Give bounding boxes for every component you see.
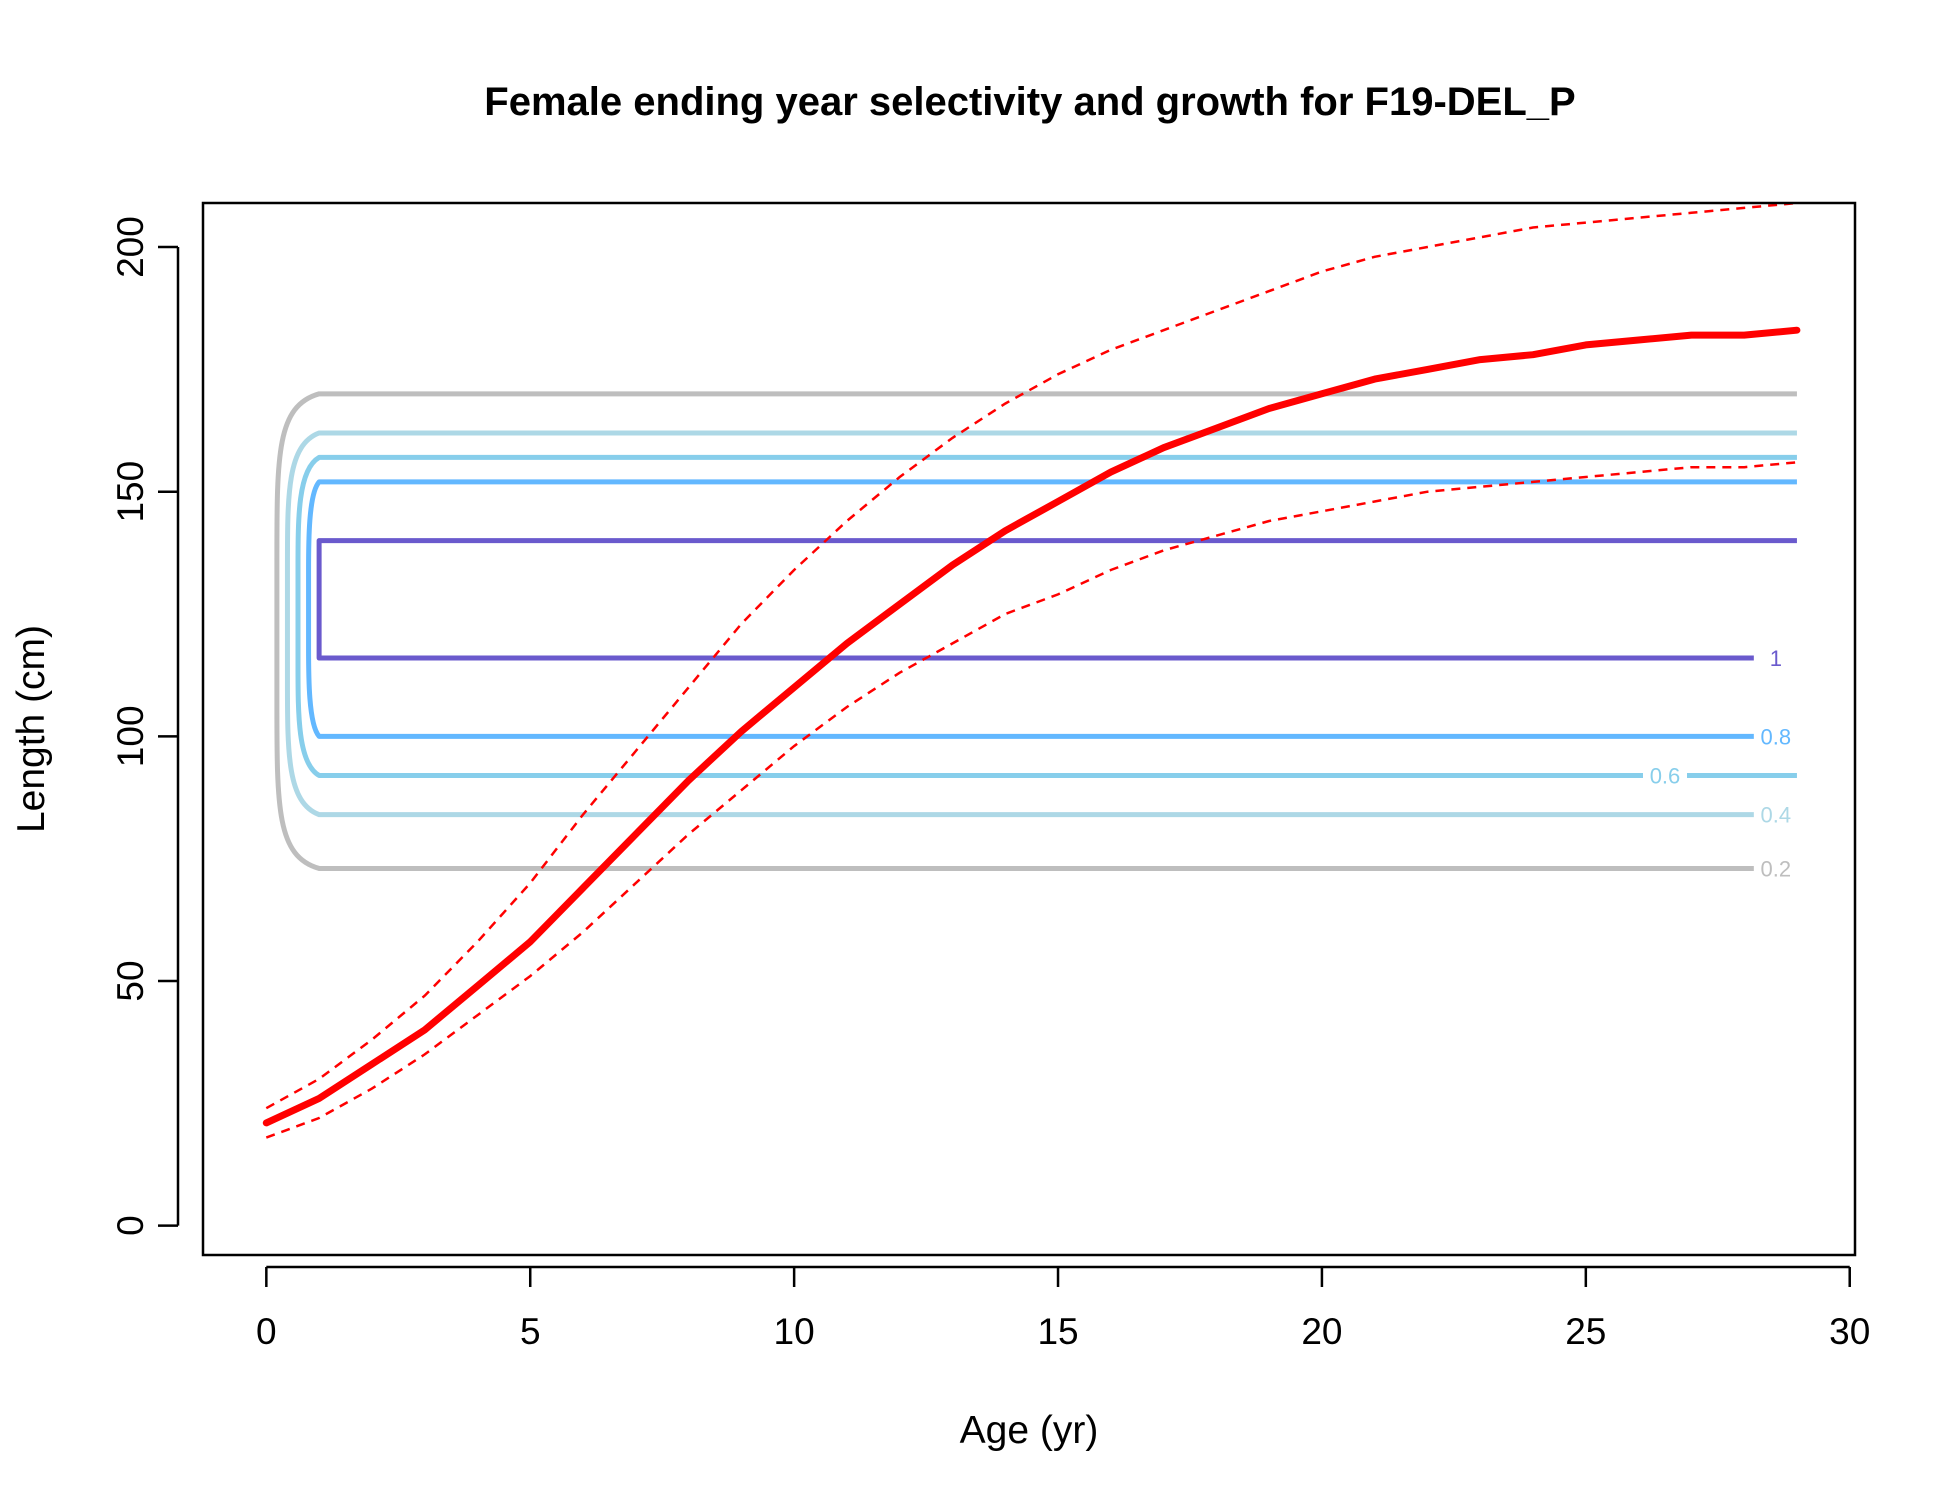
contour-label-bg xyxy=(1753,644,1798,673)
x-tick-label: 30 xyxy=(1829,1311,1870,1352)
y-tick-label: 50 xyxy=(110,960,151,1001)
x-axis-label: Age (yr) xyxy=(960,1409,1099,1452)
chart-title: Female ending year selectivity and growt… xyxy=(484,80,1575,124)
growth-mean-line xyxy=(262,326,1801,1127)
y-axis-label: Length (cm) xyxy=(10,625,53,833)
contour-label-0-6: 0.6 xyxy=(1650,763,1681,788)
y-axis: 0 50 100 150 200 xyxy=(110,216,180,1236)
x-axis: 0 5 10 15 20 25 30 xyxy=(256,1265,1870,1352)
x-tick-label: 10 xyxy=(774,1311,815,1352)
contour-line-0-6 xyxy=(295,454,1797,778)
growth-lower-ci-line xyxy=(265,461,1798,1139)
y-tick-label: 100 xyxy=(110,705,151,767)
x-tick-label: 0 xyxy=(256,1311,277,1352)
plot-area: 0.2 0.4 0.6 0.8 1 xyxy=(262,203,1801,1139)
contour-label-bg xyxy=(1642,761,1687,790)
contour-label-bg xyxy=(1753,722,1798,751)
contour-label-bg xyxy=(1753,800,1798,829)
contour-label-0-4: 0.4 xyxy=(1761,803,1792,828)
contour-label-0-8: 0.8 xyxy=(1761,724,1792,749)
y-tick-label: 150 xyxy=(110,461,151,523)
plot-frame xyxy=(201,201,1857,1257)
contour-line-0-2 xyxy=(274,391,1797,871)
contour-label-1: 1 xyxy=(1770,646,1782,671)
contour-line-0-4 xyxy=(284,430,1797,818)
contour-line-1 xyxy=(316,538,1797,661)
x-tick-label: 15 xyxy=(1037,1311,1078,1352)
x-tick-label: 5 xyxy=(520,1311,541,1352)
y-tick-label: 200 xyxy=(110,216,151,278)
growth-upper-ci-line xyxy=(265,203,1798,1110)
x-tick-label: 25 xyxy=(1565,1311,1606,1352)
contour-label-0-2: 0.2 xyxy=(1761,856,1792,881)
x-tick-label: 20 xyxy=(1301,1311,1342,1352)
contour-label-bg xyxy=(1753,854,1798,883)
y-tick-label: 0 xyxy=(110,1215,151,1236)
contour-line-0-8 xyxy=(306,479,1797,739)
